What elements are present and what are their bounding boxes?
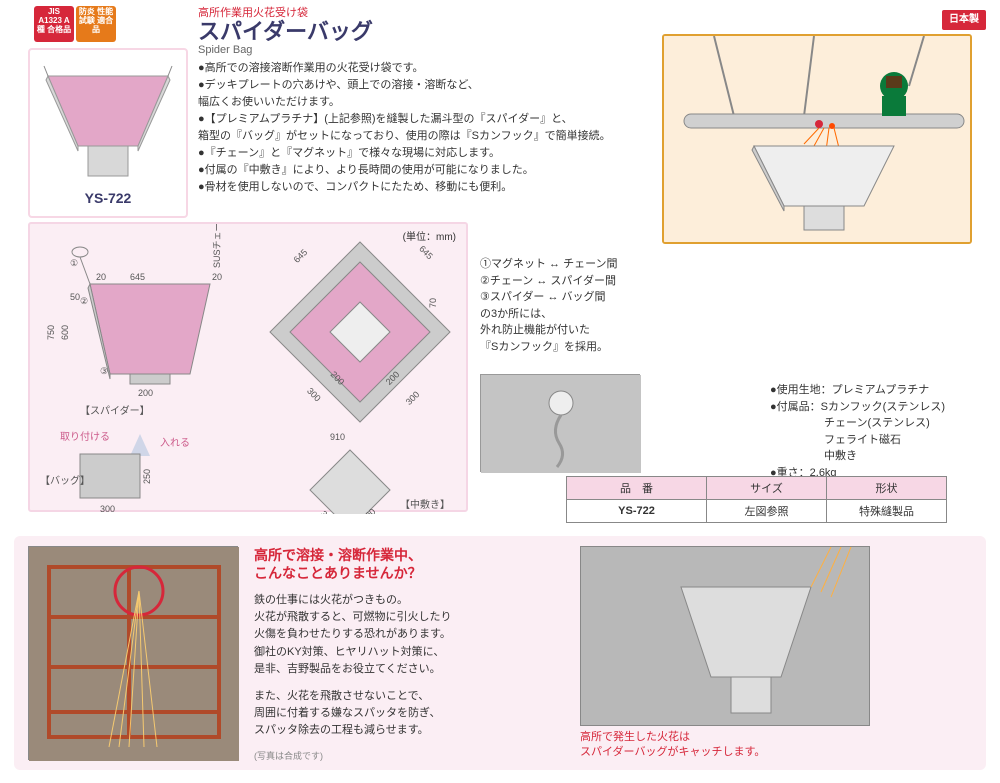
- photo-note: (写真は合成です): [254, 749, 564, 762]
- svg-text:50: 50: [70, 292, 80, 302]
- made-in-japan-badge: 日本製: [942, 10, 986, 30]
- svg-text:②: ②: [80, 296, 88, 306]
- svg-text:【スパイダー】: 【スパイダー】: [80, 404, 150, 417]
- feature-bullets: 高所での溶接溶断作業用の火花受け袋です。 デッキプレートの穴あけや、頭上での溶接…: [198, 60, 638, 196]
- bullet-item: 高所での溶接溶断作業用の火花受け袋です。: [198, 60, 638, 77]
- product-code: YS-722: [30, 190, 186, 206]
- header-english: Spider Bag: [198, 44, 373, 56]
- svg-text:入れる: 入れる: [160, 437, 190, 449]
- svg-text:910: 910: [330, 432, 345, 442]
- svg-text:SUSチェーン (1m): SUSチェーン (1m): [212, 224, 222, 268]
- svg-text:600: 600: [60, 325, 70, 340]
- svg-text:取り付ける: 取り付ける: [60, 430, 110, 443]
- boen-badge: 防炎 性能試験 適合品: [76, 6, 116, 42]
- th-code: 品 番: [567, 477, 707, 500]
- svg-text:645: 645: [417, 244, 435, 262]
- th-size: サイズ: [707, 477, 827, 500]
- catch-photo-block: 高所で発生した火花は スパイダーバッグがキャッチします。: [580, 546, 870, 760]
- dimension-diagram: (単位：mm) ① 645 20 20 50 600 750 200 ② ③ 【…: [28, 222, 468, 512]
- bottom-p2: また、火花を飛散させないことで、 周囲に付着する嫌なスパッタを防ぎ、 スパッタ除…: [254, 688, 564, 739]
- th-shape: 形状: [827, 477, 947, 500]
- svg-text:750: 750: [46, 325, 56, 340]
- catch-caption: 高所で発生した火花は スパイダーバッグがキャッチします。: [580, 730, 870, 761]
- svg-text:300: 300: [100, 504, 115, 514]
- svg-text:200: 200: [138, 388, 153, 398]
- spec-fabric: ●使用生地：プレミアムプラチナ: [770, 382, 970, 399]
- jis-badge: JIS A1323 A種 合格品: [34, 6, 74, 42]
- bottom-p1: 鉄の仕事には火花がつきもの。 火花が飛散すると、可燃物に引火したり 火傷を負わせ…: [254, 592, 564, 677]
- svg-text:20: 20: [96, 272, 106, 282]
- catch-photo: [580, 546, 870, 726]
- svg-text:70: 70: [428, 298, 438, 308]
- usage-illustration: [662, 34, 972, 244]
- certification-badges: JIS A1323 A種 合格品 防炎 性能試験 適合品: [34, 6, 116, 42]
- svg-text:【中敷き】: 【中敷き】: [400, 498, 450, 511]
- bullet-item: 『チェーン』と『マグネット』で様々な現場に対応します。: [198, 145, 638, 162]
- hook-photo: [480, 374, 640, 472]
- svg-text:645: 645: [292, 247, 310, 265]
- td-size: 左図参照: [707, 500, 827, 523]
- svg-text:645: 645: [130, 272, 145, 282]
- svg-text:250: 250: [142, 469, 152, 484]
- spec-table: 品 番 サイズ 形状 YS-722 左図参照 特殊縫製品: [566, 476, 947, 523]
- bullet-item: 骨材を使用しないので、コンパクトにたため、移動にも便利。: [198, 179, 638, 196]
- bullet-item: デッキプレートの穴あけや、頭上での溶接・溶断など、 幅広くお使いいただけます。: [198, 77, 638, 111]
- svg-text:300: 300: [305, 386, 323, 404]
- unit-label: (単位：mm): [403, 228, 456, 243]
- header: 高所作業用火花受け袋 スパイダーバッグ Spider Bag: [198, 4, 373, 56]
- svg-text:①: ①: [70, 258, 78, 268]
- td-shape: 特殊縫製品: [827, 500, 947, 523]
- product-image: [38, 56, 178, 186]
- header-title: スパイダーバッグ: [198, 20, 373, 44]
- scaffold-photo: [28, 546, 238, 760]
- spec-parts: ●付属品：Sカンフック(ステンレス): [770, 399, 970, 416]
- spec-parts-2: チェーン(ステンレス): [770, 415, 970, 432]
- bottom-text: 高所で溶接・溶断作業中、 こんなことありませんか？ 鉄の仕事には火花がつきもの。…: [254, 546, 564, 760]
- header-subtitle: 高所作業用火花受け袋: [198, 4, 373, 20]
- svg-text:③: ③: [100, 366, 108, 376]
- spec-parts-3: フェライト磁石: [770, 432, 970, 449]
- bottom-panel: 高所で溶接・溶断作業中、 こんなことありませんか？ 鉄の仕事には火花がつきもの。…: [14, 536, 986, 770]
- spec-list: ●使用生地：プレミアムプラチナ ●付属品：Sカンフック(ステンレス) チェーン(…: [770, 382, 970, 481]
- product-image-box: YS-722: [28, 48, 188, 218]
- td-code: YS-722: [567, 500, 707, 523]
- svg-text:300: 300: [404, 389, 422, 407]
- bullet-item: 【プレミアムプラチナ】(上記参照)を縫製した漏斗型の『スパイダー』と、 箱型の『…: [198, 111, 638, 145]
- hook-description: ①マグネット ↔ チェーン間 ②チェーン ↔ スパイダー間 ③スパイダー ↔ バ…: [480, 256, 650, 355]
- spec-parts-4: 中敷き: [770, 448, 970, 465]
- svg-text:20: 20: [212, 272, 222, 282]
- bullet-item: 付属の『中敷き』により、より長時間の使用が可能になりました。: [198, 162, 638, 179]
- svg-text:【バッグ】: 【バッグ】: [40, 474, 90, 487]
- bottom-title: 高所で溶接・溶断作業中、 こんなことありませんか？: [254, 546, 564, 582]
